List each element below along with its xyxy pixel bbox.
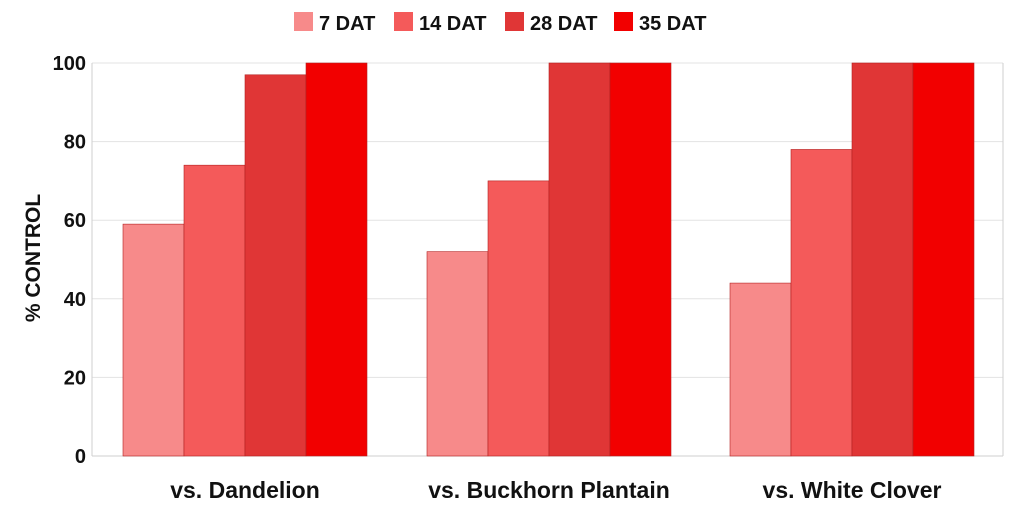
legend-label: 35 DAT xyxy=(639,13,706,35)
x-category-label: vs. White Clover xyxy=(763,477,942,503)
x-axis-categories: vs. Dandelion vs. Buckhorn Plantain vs. Wh… xyxy=(170,477,941,503)
bar-28-dat-2 xyxy=(548,62,611,457)
legend-swatch xyxy=(505,12,524,31)
bar-28-dat-3 xyxy=(851,62,914,457)
legend-swatch xyxy=(614,12,633,31)
legend: 7 DAT 14 DAT 28 DAT 35 DAT xyxy=(294,12,706,35)
bar-35-dat-3 xyxy=(912,62,975,457)
legend-item: 7 DAT xyxy=(294,12,375,35)
legend-swatch xyxy=(294,12,313,31)
legend-item: 14 DAT xyxy=(394,12,486,35)
y-axis-label: % CONTROL xyxy=(22,194,45,323)
y-tick-label: 0 xyxy=(75,446,86,468)
bar-7-dat-3 xyxy=(729,282,792,457)
y-tick-label: 40 xyxy=(64,289,86,311)
bar-7-dat-2 xyxy=(426,251,489,457)
bar-35-dat-1 xyxy=(305,62,368,457)
legend-item: 35 DAT xyxy=(614,12,706,35)
y-tick-label: 100 xyxy=(53,53,86,75)
legend-label: 7 DAT xyxy=(319,13,375,35)
x-category-label: vs. Dandelion xyxy=(170,477,320,503)
y-tick-label: 20 xyxy=(64,367,86,389)
legend-swatch xyxy=(394,12,413,31)
bars xyxy=(122,62,975,457)
y-tick-label: 60 xyxy=(64,210,86,232)
y-tick-label: 80 xyxy=(64,132,86,154)
bar-28-dat-1 xyxy=(244,74,307,457)
y-axis-ticks: 0 20 40 60 80 100 xyxy=(53,53,86,468)
bar-14-dat-3 xyxy=(790,149,853,457)
legend-label: 28 DAT xyxy=(530,13,597,35)
x-category-label: vs. Buckhorn Plantain xyxy=(428,477,670,503)
bar-35-dat-2 xyxy=(609,62,672,457)
legend-label: 14 DAT xyxy=(419,13,486,35)
bar-7-dat-1 xyxy=(122,223,185,457)
bar-14-dat-1 xyxy=(183,164,246,457)
legend-item: 28 DAT xyxy=(505,12,597,35)
bar-14-dat-2 xyxy=(487,180,550,457)
